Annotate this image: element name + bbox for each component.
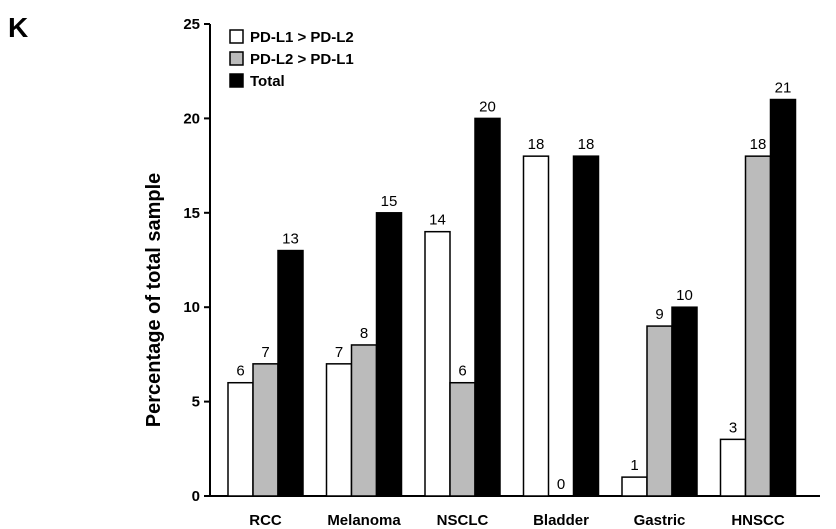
bar-melanoma-series-1: [350, 344, 378, 497]
bar-rcc-series-1: [252, 363, 279, 497]
legend: PD-L1 > PD-L2 PD-L2 > PD-L1 Total: [229, 29, 354, 90]
y-tick-label: 5: [192, 394, 200, 411]
bar-rcc-series-0: [227, 381, 254, 497]
data-label: 10: [676, 287, 693, 304]
legend-label: PD-L1 > PD-L2: [250, 29, 354, 46]
data-label: 6: [236, 363, 244, 380]
data-label: 1: [630, 457, 638, 474]
data-label: 3: [729, 419, 737, 436]
y-axis: 0 5 10 15 20 25: [183, 16, 211, 505]
x-category-label: Bladder: [533, 512, 589, 529]
x-category-label: Gastric: [634, 512, 686, 529]
bar-nsclc-series-1: [449, 381, 476, 497]
y-tick-label: 25: [183, 16, 200, 33]
bar-bladder-series-2: [572, 155, 600, 497]
data-label: 13: [282, 231, 299, 248]
data-label: 6: [458, 363, 466, 380]
legend-swatch: [229, 73, 244, 88]
data-label: 18: [578, 136, 595, 153]
y-tick-label: 15: [183, 205, 200, 222]
bar-rcc-series-2: [277, 249, 304, 497]
data-label: 18: [528, 136, 545, 153]
y-tick-label: 10: [183, 299, 200, 316]
data-label: 0: [557, 476, 565, 493]
bar-gastric-series-2: [671, 306, 698, 497]
bar-gastric-series-0: [621, 476, 648, 497]
y-tick-label: 0: [192, 488, 200, 505]
legend-swatch: [229, 51, 244, 66]
x-axis: RCC Melanoma NSCLC Bladder Gastric HNSCC: [210, 495, 820, 529]
y-tick-label: 20: [183, 110, 200, 127]
data-label: 20: [479, 98, 496, 115]
bar-hnscc-series-0: [719, 438, 747, 497]
data-label: 7: [261, 344, 269, 361]
bar-nsclc-series-0: [424, 230, 451, 497]
bar-hnscc-series-1: [744, 155, 772, 497]
bar-nsclc-series-2: [474, 117, 501, 497]
data-label: 9: [655, 306, 663, 323]
data-label: 21: [775, 80, 792, 97]
legend-label: PD-L2 > PD-L1: [250, 51, 354, 68]
x-category-label: NSCLC: [437, 512, 489, 529]
bars: [227, 98, 797, 497]
x-category-label: RCC: [249, 512, 282, 529]
bar-bladder-series-0: [522, 155, 550, 497]
data-label: 15: [381, 193, 398, 210]
data-label: 14: [429, 212, 446, 229]
x-category-label: HNSCC: [731, 512, 785, 529]
data-label: 18: [750, 136, 767, 153]
legend-label: Total: [250, 73, 285, 90]
bar-melanoma-series-0: [325, 363, 353, 497]
bar-melanoma-series-2: [375, 212, 403, 497]
x-category-label: Melanoma: [327, 512, 401, 529]
bar-gastric-series-1: [646, 325, 673, 497]
data-label: 7: [335, 344, 343, 361]
bar-hnscc-series-2: [769, 98, 797, 497]
legend-swatch: [229, 29, 244, 44]
y-axis-label: Percentage of total sample: [143, 173, 165, 428]
panel-letter: K: [8, 12, 29, 43]
data-label: 8: [360, 325, 368, 342]
